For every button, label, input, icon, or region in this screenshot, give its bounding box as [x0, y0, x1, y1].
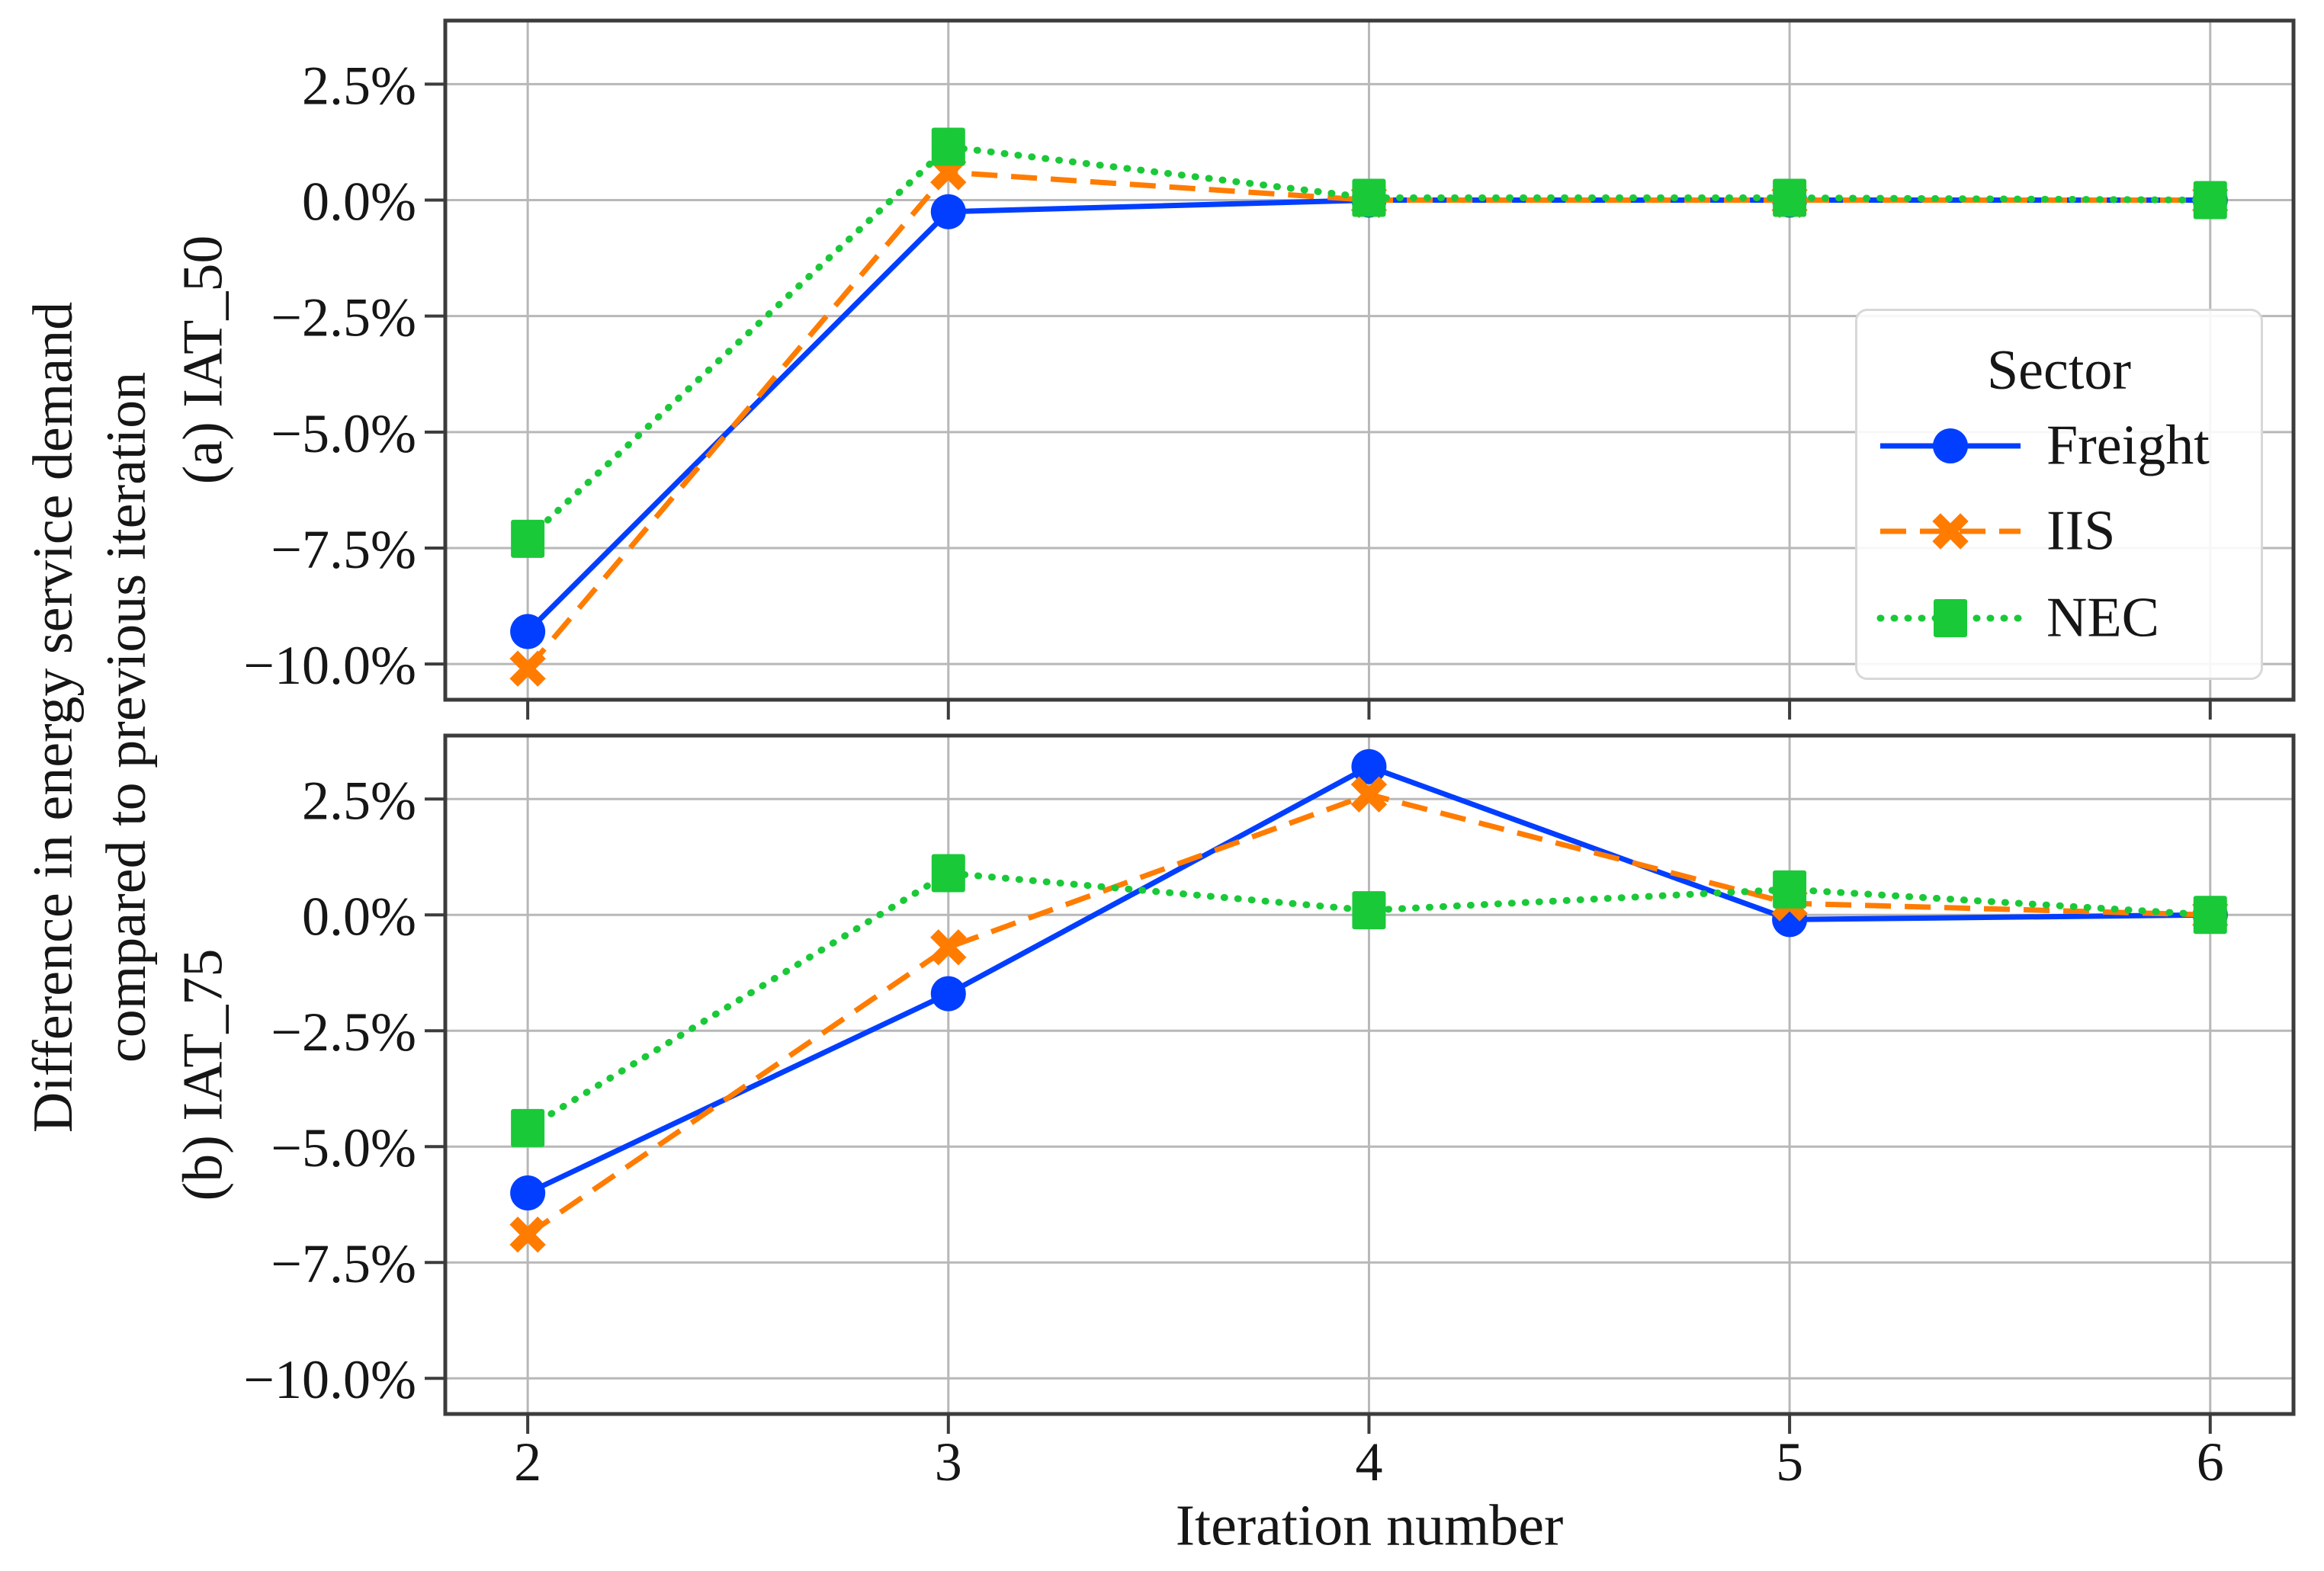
- legend-marker-x: [1932, 513, 1969, 550]
- x-tick-label: 3: [935, 1432, 962, 1492]
- legend-item-label: IIS: [2046, 499, 2116, 563]
- marker-circle-freight: [510, 1175, 546, 1211]
- panel-b-label: (b) IAT_75: [172, 948, 235, 1201]
- legend-item-label: NEC: [2046, 586, 2159, 649]
- marker-square-nec: [2193, 181, 2227, 220]
- y-tick-label: −2.5%: [271, 287, 416, 348]
- y-axis-label-line2: compared to previous iteration: [95, 371, 158, 1063]
- legend-item-label: Freight: [2046, 414, 2210, 477]
- legend-item-freight: Freight: [1857, 412, 2261, 480]
- x-tick-label: 5: [1776, 1432, 1803, 1492]
- x-axis-label: Iteration number: [1175, 1493, 1564, 1558]
- legend-sample-freight: [1880, 428, 2021, 463]
- x-tick-label: 4: [1355, 1432, 1382, 1492]
- legend-box: Sector Freight IIS NEC: [1855, 309, 2263, 680]
- marker-circle-freight: [510, 614, 546, 649]
- y-tick-label: −5.0%: [271, 403, 416, 464]
- marker-square-nec: [1773, 870, 1807, 909]
- marker-circle-freight: [930, 976, 966, 1012]
- y-tick-label: 2.5%: [302, 770, 416, 831]
- panel-b: 2.5% 0.0% −2.5% −5.0% −7.5% −10.0% 2 3 4 5 6: [243, 733, 2296, 1492]
- y-axis-label-line1: Difference in energy service demand: [22, 301, 85, 1133]
- y-tick-label: −7.5%: [271, 1233, 416, 1294]
- series-line-nec: [524, 869, 2214, 1132]
- marker-square-nec: [511, 1108, 545, 1147]
- marker-square-nec: [1352, 178, 1386, 217]
- legend-marker-circle: [1933, 428, 1968, 463]
- marker-x-iis: [509, 1217, 546, 1253]
- marker-x-iis: [930, 929, 967, 966]
- marker-square-nec: [1352, 891, 1386, 930]
- legend-title: Sector: [1986, 339, 2132, 402]
- marker-x-iis: [509, 650, 546, 687]
- y-tick-label: 2.5%: [302, 55, 416, 116]
- y-tick-label: −7.5%: [271, 519, 416, 580]
- y-tick-label: −5.0%: [271, 1117, 416, 1178]
- x-tick-label: 2: [514, 1432, 541, 1492]
- y-tick-label: −2.5%: [271, 1002, 416, 1063]
- marker-square-nec: [511, 519, 545, 558]
- legend-sample-nec: [1876, 599, 2024, 637]
- legend-sample-iis: [1880, 513, 2021, 550]
- y-tick-label: −10.0%: [243, 635, 416, 696]
- marker-square-nec: [2193, 896, 2227, 935]
- panel-a-label: (a) IAT_50: [172, 235, 235, 485]
- legend-item-nec: NEC: [1857, 584, 2261, 652]
- marker-x-iis: [1350, 776, 1388, 813]
- marker-circle-freight: [930, 194, 966, 229]
- marker-square-nec: [1773, 178, 1807, 217]
- marker-square-nec: [931, 854, 965, 893]
- y-axis-label: Difference in energy service demand comp…: [17, 302, 163, 1133]
- marker-square-nec: [931, 127, 965, 166]
- y-tick-label: 0.0%: [302, 886, 416, 947]
- legend-item-iis: IIS: [1857, 497, 2261, 566]
- legend-marker-square: [1934, 599, 1967, 637]
- panel-a: 2.5% 0.0% −2.5% −5.0% −7.5% −10.0%: [243, 18, 2296, 720]
- y-tick-label: −10.0%: [243, 1349, 416, 1410]
- x-tick-label: 6: [2197, 1432, 2224, 1492]
- marker-circle-freight: [1351, 749, 1387, 784]
- y-tick-label: 0.0%: [302, 172, 416, 232]
